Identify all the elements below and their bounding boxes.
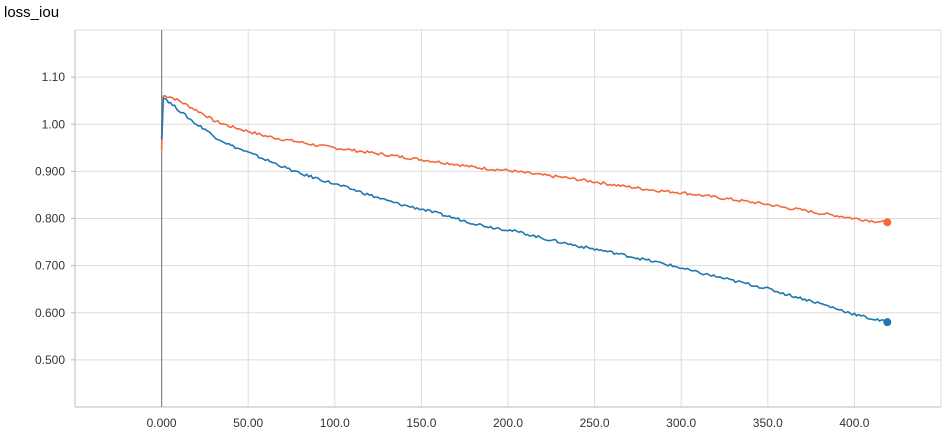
series-line-2 [160,97,888,323]
y-tick-label: 0.600 [35,306,65,320]
series-line-1 [160,95,888,224]
x-tick-label: 100.0 [320,416,350,430]
y-tick-label: 0.500 [35,353,65,367]
series-end-points [883,218,892,327]
x-tick-label: 50.00 [233,416,263,430]
x-tick-label: 0.000 [147,416,177,430]
x-tick-label: 150.0 [406,416,436,430]
series-end-point-2 [883,318,892,327]
chart-title: loss_iou [4,4,60,21]
y-tick-label: 1.00 [42,117,66,131]
x-tick-label: 250.0 [580,416,610,430]
x-tick-labels: 0.000 50.00 100.0 150.0 200.0 250.0 300.0 350.0… [147,416,870,430]
x-tick-label: 350.0 [753,416,783,430]
series-lines [160,95,888,323]
y-tick-label: 0.900 [35,164,65,178]
grid [74,29,942,407]
series-end-point-1 [883,218,892,227]
x-tick-label: 200.0 [493,416,523,430]
y-tick-labels: 0.500 0.600 0.700 0.800 0.900 1.00 1.10 [35,70,65,367]
y-tick-label: 0.800 [35,212,65,226]
axes [71,30,941,408]
y-tick-label: 1.10 [42,70,66,84]
x-tick-label: 400.0 [839,416,869,430]
y-tick-label: 0.700 [35,259,65,273]
x-tick-label: 300.0 [666,416,696,430]
